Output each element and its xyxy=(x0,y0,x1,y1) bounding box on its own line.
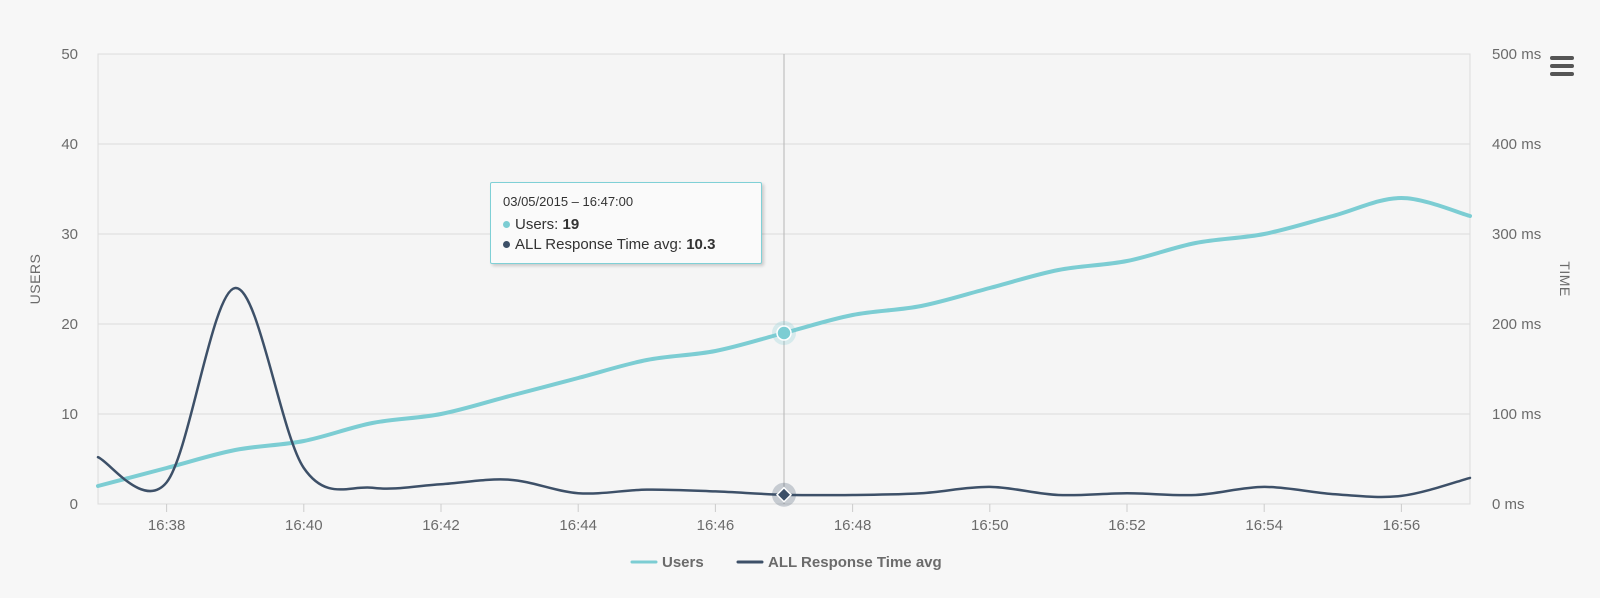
response-time-series-line xyxy=(96,286,1472,499)
tooltip-users-dot xyxy=(503,220,510,228)
left-axis-tick-label: 0 xyxy=(70,496,78,513)
x-axis-tick-label: 16:46 xyxy=(697,517,735,534)
right-axis-tick-label: 0 ms xyxy=(1492,496,1525,513)
tooltip-response-dot xyxy=(503,240,510,248)
x-axis: 16:38 16:40 16:42 16:44 16:46 16:48 16:50 16:52… xyxy=(148,504,1420,534)
hover-markers xyxy=(772,321,796,507)
legend-item-users-label: Users xyxy=(662,554,704,571)
x-axis-tick-label: 16:52 xyxy=(1108,517,1146,534)
tooltip-header: 03/05/2015 – 16:47:00 xyxy=(503,194,634,209)
tooltip: 03/05/2015 – 16:47:00 Users: 19 ALL Resp… xyxy=(490,182,762,264)
legend-item-response-time: ALL Response Time avg xyxy=(736,554,942,571)
tooltip-row-users: Users: 19 xyxy=(503,215,749,235)
right-axis-title: TIME xyxy=(1557,261,1573,296)
legend-item-users: Users xyxy=(630,554,704,571)
tooltip-response-label: ALL Response Time avg: xyxy=(515,236,687,253)
left-axis-tick-label: 20 xyxy=(61,316,78,333)
hamburger-menu-icon[interactable] xyxy=(1550,56,1576,80)
left-axis-tick-label: 30 xyxy=(61,226,78,243)
left-axis-tick-label: 50 xyxy=(61,46,78,63)
tooltip-row-response: ALL Response Time avg: 10.3 xyxy=(503,235,749,255)
right-axis-tick-label: 100 ms xyxy=(1492,406,1541,423)
users-hover-point xyxy=(776,325,792,341)
x-axis-tick-label: 16:54 xyxy=(1245,517,1283,534)
right-axis-ticks: 0 ms 100 ms 200 ms 300 ms 400 ms 500 ms xyxy=(1492,46,1541,513)
x-axis-tick-label: 16:56 xyxy=(1383,517,1421,534)
response-time-hover-point xyxy=(775,486,793,503)
x-axis-tick-label: 16:48 xyxy=(834,517,872,534)
x-axis-tick-label: 16:44 xyxy=(559,517,597,534)
tooltip-users-label: Users: xyxy=(515,216,563,233)
right-axis-tick-label: 300 ms xyxy=(1492,226,1541,243)
right-axis-tick-label: 500 ms xyxy=(1492,46,1541,63)
left-axis-ticks: 0 10 20 30 40 50 xyxy=(61,46,78,513)
left-axis-tick-label: 10 xyxy=(61,406,78,423)
legend: Users ALL Response Time avg xyxy=(630,554,942,571)
right-axis-tick-label: 400 ms xyxy=(1492,136,1541,153)
legend-item-response-time-label: ALL Response Time avg xyxy=(768,554,942,571)
x-axis-tick-label: 16:42 xyxy=(422,517,460,534)
tooltip-response-value: 10.3 xyxy=(686,236,716,253)
right-axis-tick-label: 200 ms xyxy=(1492,316,1541,333)
x-axis-tick-label: 16:50 xyxy=(971,517,1009,534)
left-axis-title: USERS xyxy=(27,254,43,305)
left-axis-tick-label: 40 xyxy=(61,136,78,153)
x-axis-tick-label: 16:38 xyxy=(148,517,186,534)
tooltip-users-value: 19 xyxy=(562,216,580,233)
x-axis-tick-label: 16:40 xyxy=(285,517,323,534)
